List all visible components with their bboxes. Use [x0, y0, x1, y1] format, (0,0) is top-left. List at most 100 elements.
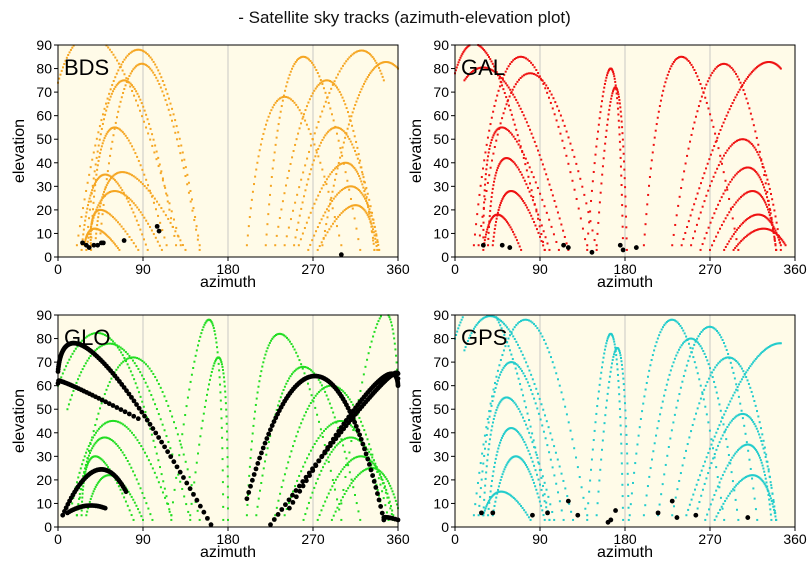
track-point	[509, 88, 512, 91]
track-point	[158, 163, 161, 166]
track-point	[333, 80, 336, 83]
track-point	[332, 448, 335, 451]
highlight-point	[620, 247, 626, 253]
track-point	[332, 411, 335, 414]
track-point	[464, 77, 467, 80]
track-point	[326, 79, 329, 82]
track-point	[664, 389, 667, 392]
track-point	[764, 484, 767, 487]
track-point	[766, 217, 769, 220]
track-point	[281, 99, 284, 102]
track-point	[652, 450, 655, 453]
track-point	[186, 468, 189, 471]
track-point	[740, 86, 743, 89]
track-point	[86, 335, 89, 338]
track-point	[540, 233, 543, 236]
y-tick-label: 90	[36, 307, 52, 323]
track-point	[769, 494, 772, 497]
track-point	[184, 248, 187, 251]
track-point	[156, 79, 159, 82]
track-point	[720, 63, 723, 66]
track-point	[317, 420, 320, 423]
track-point	[616, 102, 619, 105]
track-point	[142, 448, 145, 451]
highlight-point	[150, 426, 156, 431]
track-point	[562, 518, 565, 521]
track-point	[89, 200, 92, 203]
track-point	[131, 84, 134, 87]
track-point	[477, 514, 480, 517]
x-tick-label: 270	[698, 531, 722, 547]
track-point	[765, 453, 768, 456]
track-point	[367, 210, 370, 213]
track-point	[737, 518, 740, 521]
track-point	[721, 338, 724, 341]
track-point	[752, 361, 755, 364]
y-tick-label: 0	[441, 249, 449, 265]
track-point	[483, 447, 486, 450]
track-point	[619, 110, 622, 113]
track-point	[683, 56, 686, 59]
track-point	[671, 318, 674, 321]
track-point	[765, 481, 768, 484]
track-point	[132, 518, 135, 521]
track-point	[313, 442, 316, 445]
track-point	[499, 439, 502, 442]
track-point	[492, 134, 495, 137]
track-point	[496, 406, 499, 409]
track-point	[135, 478, 138, 481]
track-point	[83, 224, 86, 227]
track-point	[385, 511, 388, 514]
track-point	[512, 59, 515, 62]
track-point	[489, 123, 492, 126]
track-point	[307, 216, 310, 219]
track-point	[313, 234, 316, 237]
track-point	[721, 507, 724, 510]
track-point	[777, 342, 780, 345]
track-point	[327, 101, 330, 104]
track-point	[164, 99, 167, 102]
track-point	[498, 364, 501, 367]
track-point	[112, 241, 115, 244]
track-point	[342, 210, 345, 213]
track-point	[497, 317, 500, 320]
track-point	[616, 97, 619, 100]
track-point	[363, 190, 366, 193]
track-point	[711, 71, 714, 74]
y-tick-label: 0	[44, 249, 52, 265]
track-point	[338, 387, 341, 390]
track-point	[705, 167, 708, 170]
track-point	[315, 126, 318, 129]
track-point	[600, 458, 603, 461]
track-point	[352, 146, 355, 149]
highlight-point	[131, 398, 137, 404]
track-point	[676, 488, 679, 491]
x-axis-label: azimuth	[597, 274, 653, 291]
track-point	[537, 461, 540, 464]
track-point	[508, 224, 511, 227]
track-point	[171, 453, 174, 456]
track-point	[167, 441, 170, 444]
track-point	[362, 455, 365, 458]
track-point	[109, 177, 112, 180]
track-point	[779, 244, 782, 247]
track-point	[761, 214, 764, 217]
track-point	[532, 439, 535, 442]
track-point	[671, 514, 674, 517]
track-point	[621, 506, 624, 509]
track-point	[102, 460, 105, 463]
track-point	[745, 77, 748, 80]
track-point	[201, 328, 204, 331]
track-point	[766, 196, 769, 199]
track-point	[724, 500, 727, 503]
track-point	[691, 66, 694, 69]
track-point	[691, 208, 694, 211]
track-point	[726, 243, 729, 246]
track-point	[650, 458, 653, 461]
track-point	[608, 375, 611, 378]
track-point	[315, 151, 318, 154]
track-point	[507, 337, 510, 340]
track-point	[145, 219, 148, 222]
track-point	[749, 386, 752, 389]
track-point	[577, 207, 580, 210]
